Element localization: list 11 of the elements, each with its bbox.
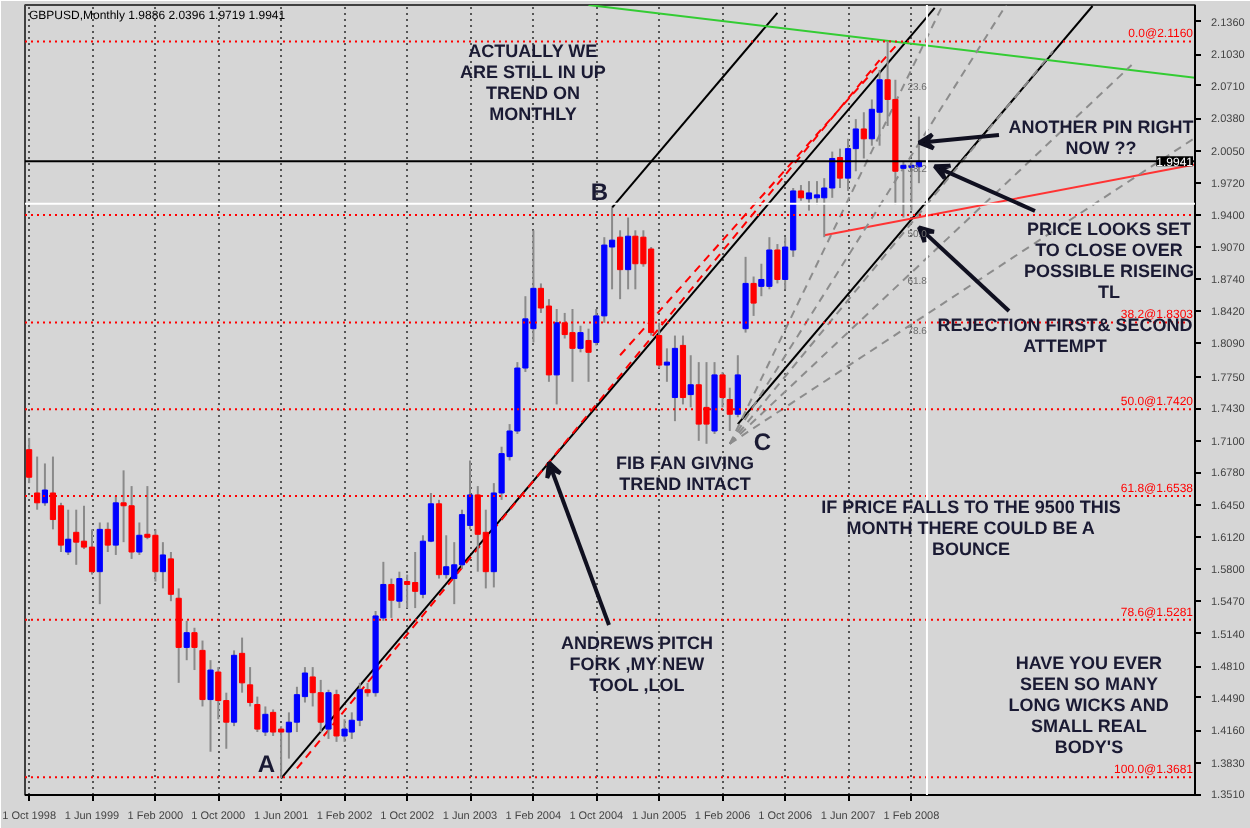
annotation: A	[257, 750, 276, 779]
annotation: C	[753, 428, 772, 457]
annotation: ANOTHER PIN RIGHT NOW ??	[1008, 117, 1195, 158]
annotation: ANDREWS PITCH FORK ,MY NEW TOOL ,LOL	[561, 633, 713, 695]
annotation: HAVE YOU EVER SEEN SO MANY LONG WICKS AND SMALL REAL BODY'S	[1008, 653, 1170, 757]
annotation: IF PRICE FALLS TO THE 9500 THIS MONTH THERE COULD BE A BOUNCE	[821, 497, 1121, 559]
annotation: PRICE LOOKS SET TO CLOSE OVER POSSIBLE RISEING TL	[1023, 219, 1195, 302]
annotation: B	[590, 177, 609, 206]
annotation: REJECTION FIRST& SECOND ATTEMPT	[937, 315, 1194, 356]
annotation: FIB FAN GIVING TREND INTACT	[616, 453, 755, 494]
annotation: ACTUALLY WE ARE STILL IN UP TREND ON MONTHLY	[460, 41, 606, 124]
